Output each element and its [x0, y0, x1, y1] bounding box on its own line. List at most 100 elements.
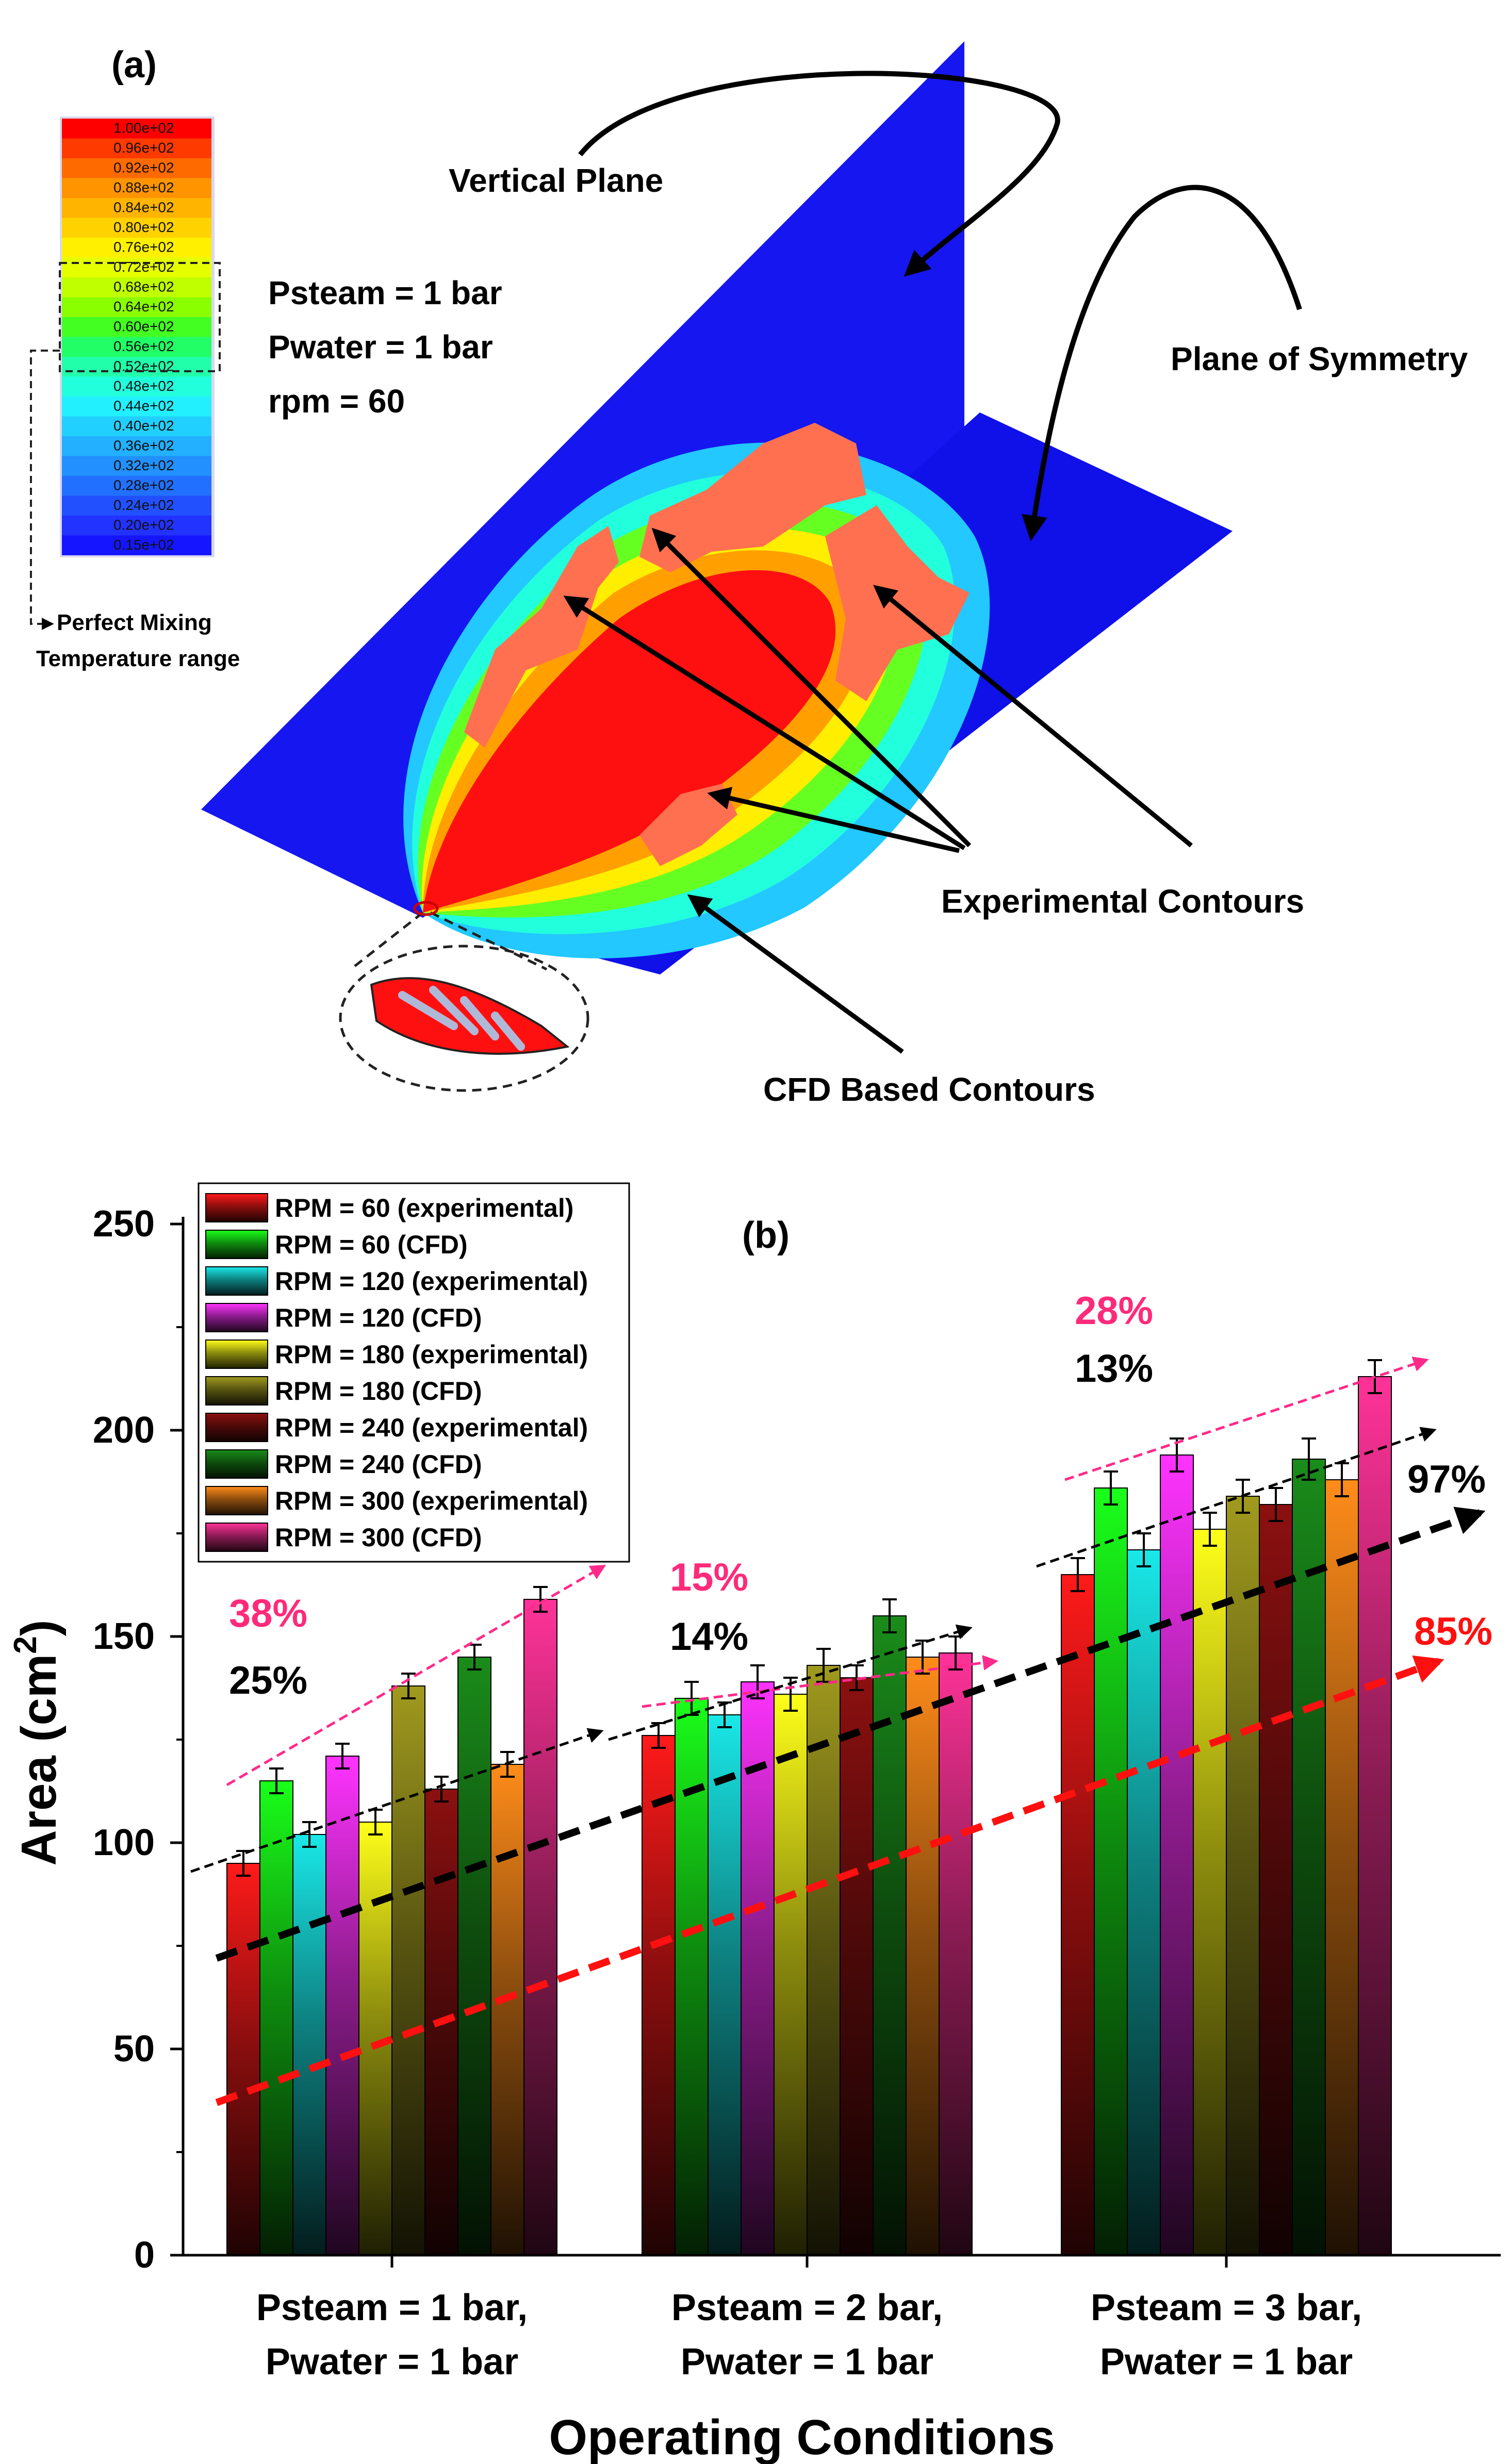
colorbar-tick-label: 0.32e+02 [113, 457, 174, 473]
bar [873, 1615, 907, 2256]
colorbar-swatch [62, 198, 211, 218]
colorbar-tick-label: 0.76e+02 [113, 239, 174, 255]
error-bar [1269, 1487, 1283, 1522]
legend-swatch [205, 1193, 268, 1222]
vertical-plane [201, 41, 964, 918]
legend-swatch [205, 1340, 268, 1369]
colorbar-tick-label: 0.88e+02 [113, 179, 174, 195]
legend-entry: RPM = 240 (CFD) [275, 1450, 482, 1479]
colorbar-tick-label: 1.00e+02 [113, 120, 174, 136]
bar [939, 1652, 973, 2256]
legend-swatch [205, 1486, 268, 1515]
pct-group1-bottom: 25% [229, 1659, 307, 1702]
colorbar-swatch [62, 317, 211, 337]
error-bar [1137, 1532, 1151, 1567]
temperature-colorbar: 1.00e+02 0.96e+02 0.92e+02 0.88e+02 0.84e+02… [60, 117, 215, 557]
y-tick-label: 50 [113, 2028, 155, 2070]
bar [523, 1599, 557, 2256]
bar [1292, 1459, 1326, 2256]
legend-swatch [205, 1413, 268, 1442]
error-bars-group [236, 1359, 1382, 1877]
bar [292, 1834, 326, 2256]
colorbar-swatch [62, 158, 211, 178]
colorbar-tick-label: 0.24e+02 [113, 497, 174, 513]
legend-entry: RPM = 300 (experimental) [275, 1486, 588, 1515]
x-tick-label: Psteam = 3 bar, [1091, 2287, 1362, 2328]
pct-group3-bottom: 13% [1075, 1347, 1153, 1391]
error-bar [651, 1722, 666, 1749]
nozzle-blades [398, 986, 525, 1051]
error-bar [684, 1681, 699, 1716]
inset-connector-right [430, 911, 548, 971]
error-bar [1104, 1470, 1118, 1506]
error-bar [1203, 1512, 1217, 1547]
error-bar [1302, 1437, 1316, 1481]
legend-entry: RPM = 180 (experimental) [275, 1340, 588, 1369]
plane-of-symmetry-label: Plane of Symmetry [1171, 340, 1468, 377]
colorbar-tick-label: 0.64e+02 [113, 299, 174, 315]
bar [708, 1714, 742, 2256]
legend-entry: RPM = 120 (experimental) [275, 1267, 588, 1296]
legend-swatch [205, 1230, 268, 1259]
exp-arrow-2 [651, 527, 972, 848]
colorbar-tick-label: 0.48e+02 [113, 378, 174, 394]
colorbar-swatch [62, 476, 211, 496]
x-tick-label: Psteam = 1 bar, [256, 2287, 528, 2328]
panel-a-label: (a) [111, 44, 157, 86]
colorbar-swatch [62, 376, 211, 396]
bar [1127, 1549, 1161, 2256]
bar [325, 1756, 359, 2256]
y-axis-label: Area (cm2) [8, 1619, 67, 1865]
pwater-param: Pwater = 1 bar [268, 328, 493, 366]
trend-black-overall [215, 1507, 1486, 1962]
colorbar-swatch [62, 516, 211, 536]
error-bar [269, 1767, 284, 1794]
x-axis-label: Operating Conditions [549, 2410, 1055, 2464]
y-axis-ticks: 0 50 100 150 200 250 [93, 1203, 183, 2276]
colorbar-tick-label: 0.56e+02 [113, 338, 174, 354]
panel-b-bar-chart: (b) 0 50 100 150 200 250 Psteam = 1 bar, Pwate… [8, 1182, 1501, 2464]
colorbar-tick-label: 0.84e+02 [113, 200, 174, 216]
y-tick-label: 150 [93, 1616, 155, 1657]
pct-overall-black: 97% [1407, 1458, 1486, 1501]
x-tick-label: Psteam = 2 bar, [671, 2287, 943, 2328]
colorbar-tick-label: 0.20e+02 [113, 517, 174, 533]
colorbar-swatch [62, 238, 211, 258]
nozzle-origin-marker [413, 901, 439, 916]
pct-group2-bottom: 14% [670, 1615, 748, 1659]
bar [1259, 1504, 1293, 2256]
bar [1094, 1487, 1128, 2256]
bar [840, 1677, 874, 2256]
bar [906, 1657, 940, 2256]
bar-series-group [226, 1376, 1392, 2256]
vertical-plane-arrow [578, 71, 1060, 277]
colorbar-tick-label: 0.36e+02 [113, 438, 174, 454]
colorbar-swatch [62, 535, 211, 555]
colorbar-tick-label: 0.72e+02 [113, 259, 174, 275]
panel-b-label: (b) [742, 1215, 790, 1256]
error-bar [302, 1821, 317, 1848]
pct-group3-top: 28% [1075, 1289, 1153, 1333]
bar [1061, 1574, 1095, 2256]
temperature-range-label: Temperature range [36, 646, 240, 671]
colorbar-swatch [62, 337, 211, 357]
bar [1325, 1479, 1359, 2256]
pct-overall-red: 85% [1414, 1610, 1492, 1653]
y-tick-label: 100 [93, 1822, 155, 1863]
bar [391, 1685, 425, 2256]
legend-frame [198, 1182, 630, 1563]
trend-pink-group2 [642, 1655, 998, 1708]
bar [259, 1780, 293, 2256]
colorbar-tick-label: 0.28e+02 [113, 477, 174, 493]
exp-arrow-1 [563, 596, 966, 850]
legend-entry: RPM = 240 (experimental) [275, 1413, 588, 1442]
colorbar-swatch [62, 495, 211, 516]
legend-entry: RPM = 180 (CFD) [275, 1377, 482, 1405]
x-tick-label: Pwater = 1 bar [266, 2341, 518, 2383]
colorbar-tick-label: 0.80e+02 [113, 219, 174, 235]
bar [1193, 1529, 1227, 2256]
trend-black-group2 [608, 1624, 973, 1741]
trend-black-group3 [1036, 1427, 1437, 1568]
error-bar [335, 1743, 350, 1770]
